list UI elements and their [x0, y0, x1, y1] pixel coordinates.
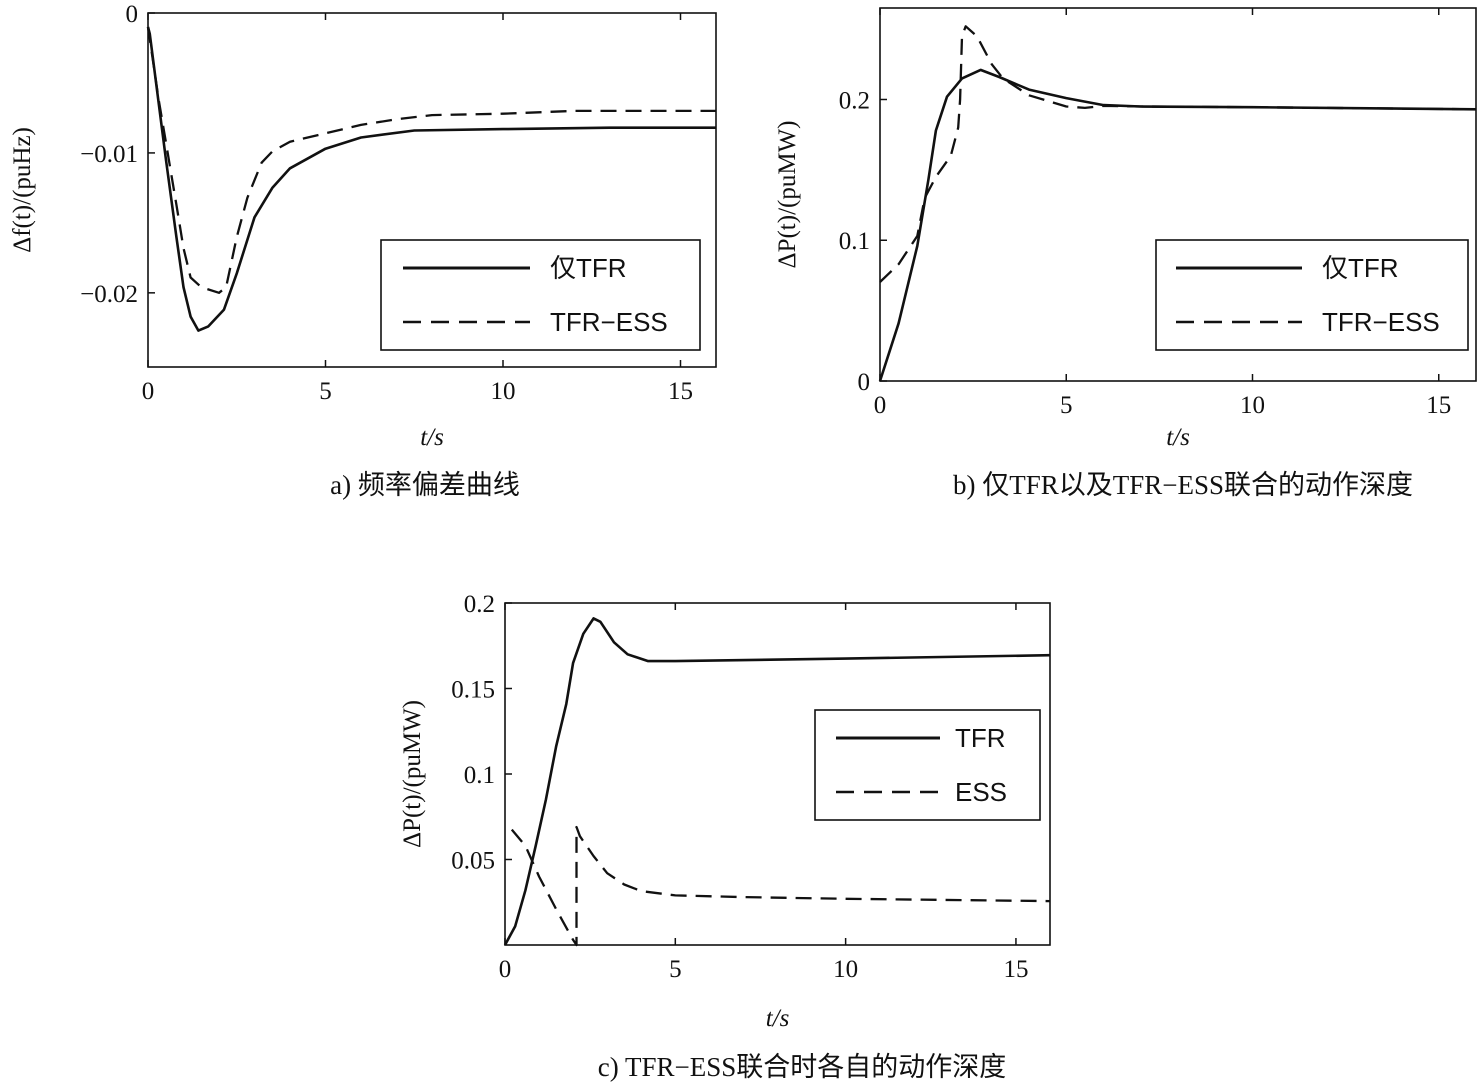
y-tick-label: 0.1 [839, 228, 870, 255]
legend: 仅TFR TFR−ESS [380, 239, 701, 351]
y-axis-label: Δf(t)/(puHz) [9, 127, 36, 253]
legend-frame [1155, 239, 1469, 351]
legend-label: 仅TFR [550, 253, 627, 283]
x-tick-label: 15 [668, 378, 693, 405]
axes-frame [147, 12, 717, 368]
chart-b: 0 5 10 15 0 0.1 0.2 t/s ΔP(t)/(puMW) b) 仅TFR以及TFR… [774, 7, 1477, 500]
x-tick-label: 5 [669, 956, 682, 983]
y-tick-label: −0.02 [80, 281, 138, 308]
legend-label: 仅TFR [1322, 253, 1399, 283]
x-axis-label: t/s [1166, 424, 1190, 451]
chart-caption: c) TFR−ESS联合时各自的动作深度 [598, 1052, 1007, 1082]
series-line-solid [146, 26, 716, 332]
legend-label: ESS [955, 777, 1007, 807]
x-tick-label: 15 [1426, 392, 1451, 419]
chart-caption: a) 频率偏差曲线 [330, 470, 520, 500]
y-tick-label: 0.1 [464, 762, 495, 789]
chart-c: 0 5 10 15 0.2 0.15 0.1 0.05 t/s ΔP(t)/(puMW) c) TF… [399, 591, 1051, 1082]
x-axis-label: t/s [420, 424, 444, 451]
y-tick-label: 0.05 [451, 848, 495, 875]
legend-label: TFR−ESS [550, 307, 668, 337]
legend-frame [380, 239, 701, 351]
legend: TFR ESS [814, 709, 1041, 821]
y-tick-label: 0.2 [464, 591, 495, 618]
legend-frame [814, 709, 1041, 821]
y-tick-label: −0.01 [80, 141, 138, 168]
x-tick-label: 10 [1240, 392, 1265, 419]
legend-label: TFR−ESS [1322, 307, 1440, 337]
x-tick-label: 0 [499, 956, 512, 983]
x-axis-label: t/s [766, 1005, 790, 1032]
x-tick-label: 10 [491, 378, 516, 405]
axes-frame [879, 7, 1477, 382]
series-line-dashed [146, 26, 716, 294]
y-axis-label: ΔP(t)/(puMW) [399, 700, 426, 848]
y-axis-label: ΔP(t)/(puMW) [774, 121, 801, 269]
series-line-dashed [879, 25, 1477, 283]
x-tick-label: 5 [319, 378, 332, 405]
x-tick-label: 0 [142, 378, 155, 405]
y-tick-label: 0 [126, 1, 139, 28]
x-tick-label: 0 [874, 392, 887, 419]
series-line-dashed [510, 825, 1051, 947]
x-tick-label: 15 [1003, 956, 1028, 983]
y-tick-label: 0.2 [839, 87, 870, 114]
y-tick-label: 0.15 [451, 677, 495, 704]
chart-caption: b) 仅TFR以及TFR−ESS联合的动作深度 [953, 470, 1413, 500]
legend-label: TFR [955, 723, 1006, 753]
y-tick-label: 0 [858, 369, 871, 396]
x-tick-label: 5 [1060, 392, 1073, 419]
x-tick-label: 10 [833, 956, 858, 983]
legend: 仅TFR TFR−ESS [1155, 239, 1469, 351]
chart-a: 0 5 10 15 0 −0.01 −0.02 t/s Δf(t)/(puHz) a) 频率偏差曲… [9, 1, 717, 500]
